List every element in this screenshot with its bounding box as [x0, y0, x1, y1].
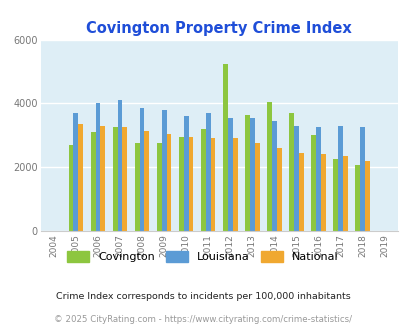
Bar [122, 127, 127, 231]
Bar [298, 153, 303, 231]
Bar [139, 108, 144, 231]
Bar [232, 139, 237, 231]
Title: Covington Property Crime Index: Covington Property Crime Index [86, 21, 351, 36]
Bar [78, 124, 83, 231]
Bar [288, 113, 293, 231]
Text: Crime Index corresponds to incidents per 100,000 inhabitants: Crime Index corresponds to incidents per… [55, 292, 350, 301]
Text: © 2025 CityRating.com - https://www.cityrating.com/crime-statistics/: © 2025 CityRating.com - https://www.city… [54, 315, 351, 324]
Bar [354, 165, 359, 231]
Bar [293, 126, 298, 231]
Bar [254, 143, 259, 231]
Bar [333, 159, 337, 231]
Bar [144, 131, 149, 231]
Bar [205, 113, 210, 231]
Bar [73, 113, 78, 231]
Bar [249, 118, 254, 231]
Bar [271, 121, 276, 231]
Bar [266, 102, 271, 231]
Bar [315, 127, 320, 231]
Bar [68, 145, 73, 231]
Bar [320, 154, 325, 231]
Bar [100, 126, 105, 231]
Bar [245, 115, 249, 231]
Bar [311, 135, 315, 231]
Bar [342, 156, 347, 231]
Bar [134, 143, 139, 231]
Bar [161, 110, 166, 231]
Bar [222, 64, 227, 231]
Bar [179, 137, 183, 231]
Legend: Covington, Louisiana, National: Covington, Louisiana, National [62, 247, 343, 267]
Bar [359, 127, 364, 231]
Bar [276, 148, 281, 231]
Bar [210, 139, 215, 231]
Bar [117, 100, 122, 231]
Bar [337, 126, 342, 231]
Bar [227, 118, 232, 231]
Bar [200, 129, 205, 231]
Bar [166, 134, 171, 231]
Bar [183, 116, 188, 231]
Bar [113, 127, 117, 231]
Bar [156, 143, 161, 231]
Bar [188, 137, 193, 231]
Bar [364, 161, 369, 231]
Bar [90, 132, 95, 231]
Bar [95, 103, 100, 231]
